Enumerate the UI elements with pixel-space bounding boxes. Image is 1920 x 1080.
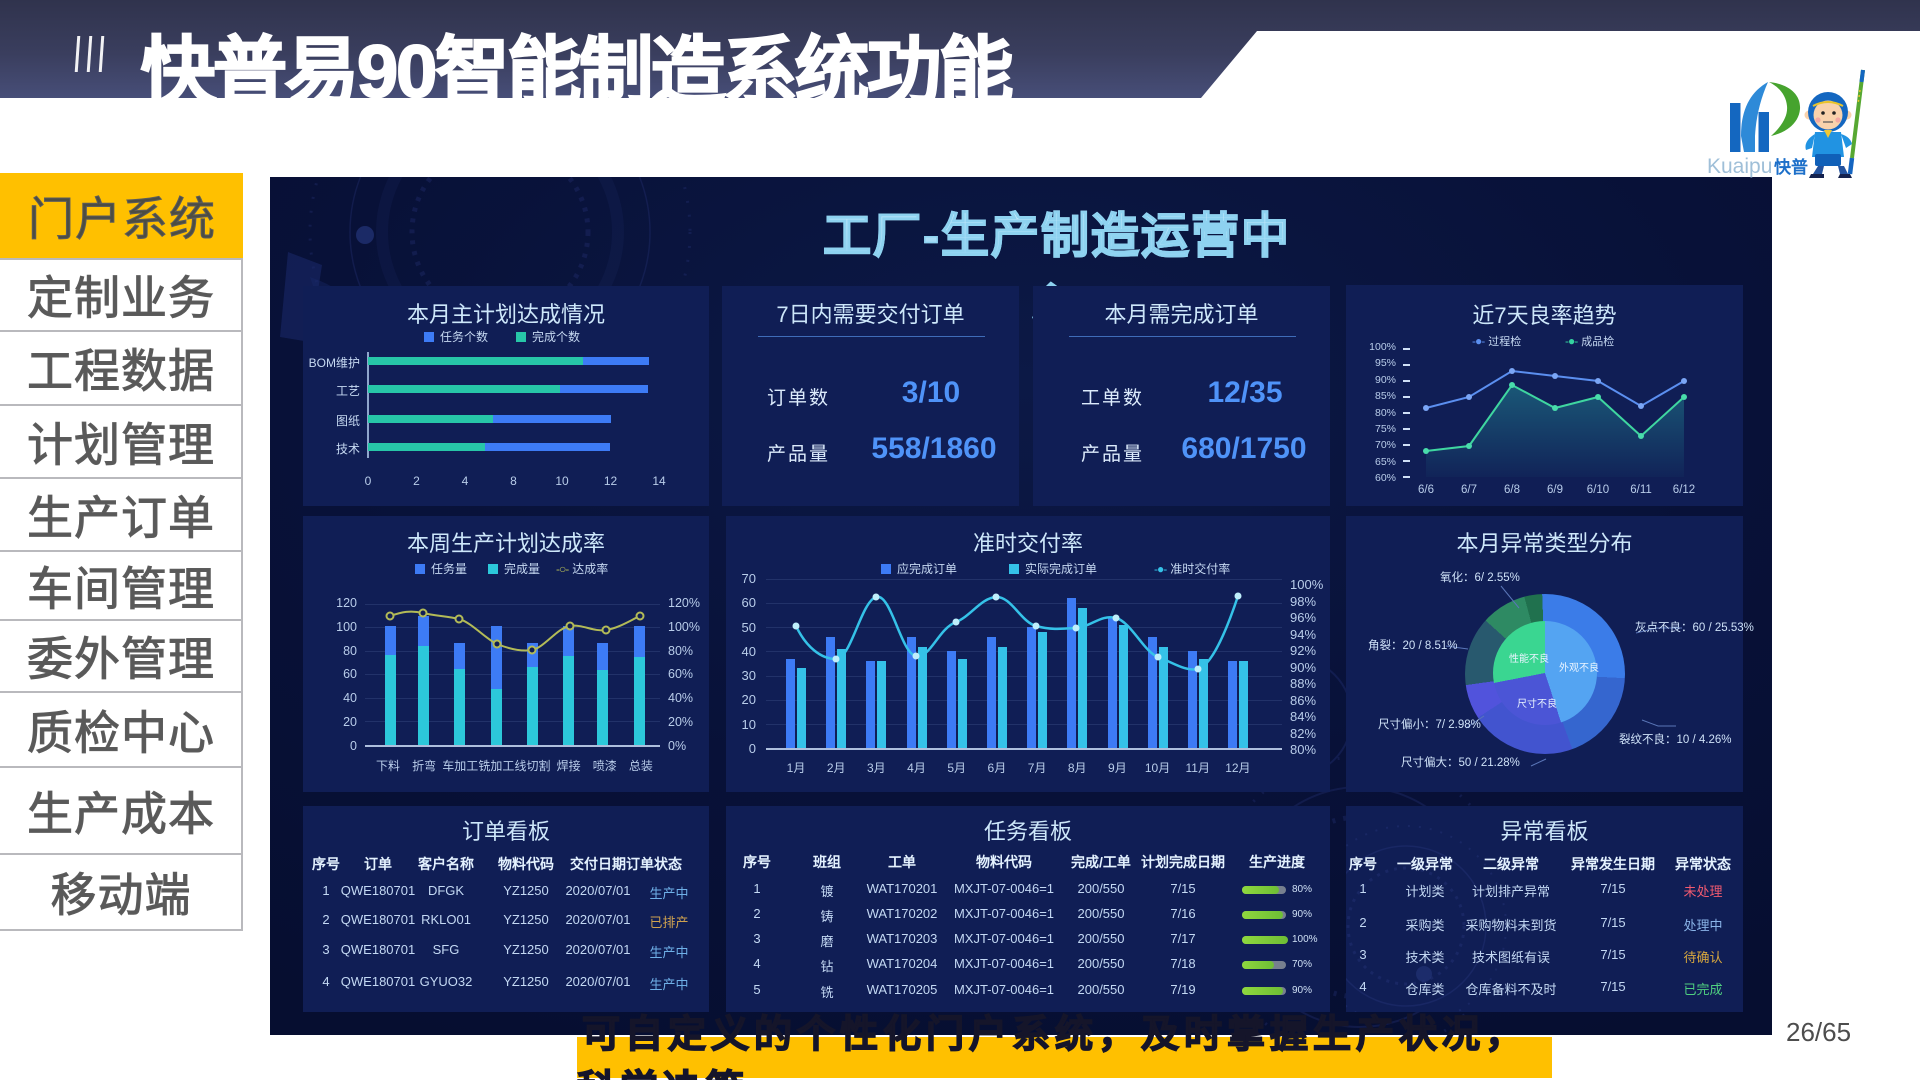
- svg-text:快普: 快普: [1774, 157, 1808, 177]
- svg-text:Kuaipu: Kuaipu: [1707, 155, 1772, 178]
